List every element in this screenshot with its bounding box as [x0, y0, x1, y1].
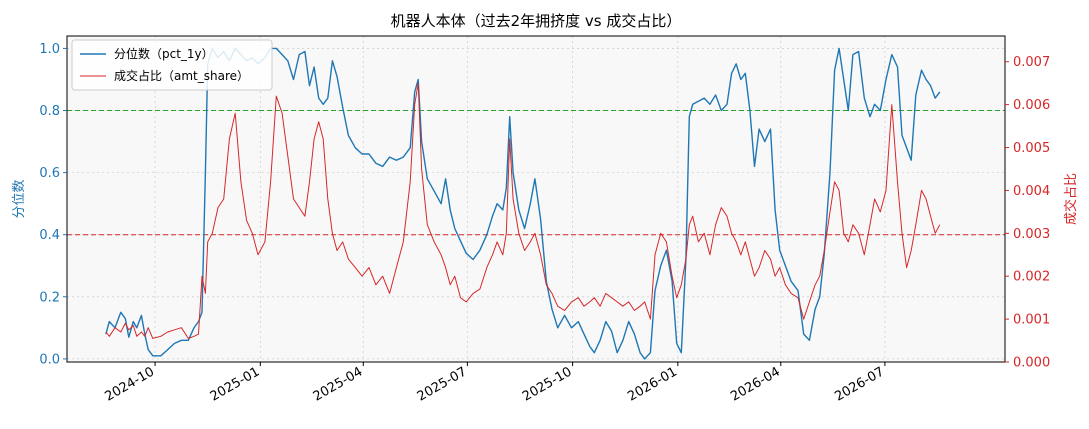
- x-tick-label: 2026-07: [832, 364, 887, 404]
- y-right-tick-label: 0.003: [1013, 227, 1050, 242]
- reference-lines: [67, 110, 1005, 236]
- y-right-tick-label: 0.000: [1013, 356, 1050, 371]
- y-axis-left: 0.0 0.2 0.4 0.6 0.8 1.0: [39, 42, 67, 367]
- x-axis: 2024-10 2025-01 2025-04 2025-07 2025-10 2026-…: [103, 362, 887, 405]
- x-tick-label: 2025-10: [520, 364, 575, 404]
- y-left-tick-label: 0.4: [39, 228, 60, 243]
- y-left-tick-label: 0.6: [39, 166, 60, 181]
- y-right-tick-label: 0.006: [1013, 98, 1050, 113]
- x-tick-label: 2026-04: [728, 364, 783, 404]
- y-right-tick-label: 0.004: [1013, 184, 1050, 199]
- y-left-tick-label: 0.8: [39, 104, 60, 119]
- x-tick-label: 2025-04: [311, 364, 366, 404]
- y-left-tick-label: 1.0: [39, 42, 60, 57]
- y-axis-left-label: 分位数: [12, 179, 27, 218]
- y-axis-right: 0.000 0.001 0.002 0.003 0.004 0.005 0.006 0.007: [1005, 55, 1050, 371]
- y-right-tick-label: 0.001: [1013, 313, 1050, 328]
- y-left-tick-label: 0.2: [39, 290, 60, 305]
- y-right-tick-label: 0.002: [1013, 270, 1050, 285]
- y-axis-right-label: 成交占比: [1063, 173, 1079, 225]
- x-tick-label: 2025-01: [208, 364, 263, 404]
- plot-frame: [66, 35, 1006, 363]
- legend-box: [71, 39, 273, 91]
- y-right-tick-label: 0.007: [1013, 55, 1050, 70]
- legend: 分位数（pct_1y） 成交占比（amt_share）: [71, 39, 273, 91]
- y-left-tick-label: 0.0: [39, 352, 60, 367]
- x-tick-label: 2025-07: [415, 364, 470, 404]
- x-tick-label: 2026-01: [625, 364, 680, 404]
- y-right-tick-label: 0.005: [1013, 141, 1050, 156]
- chart-title: 机器人本体（过去2年拥挤度 vs 成交占比）: [391, 12, 682, 30]
- x-tick-label: 2024-10: [103, 364, 158, 404]
- legend-label-amt: 成交占比（amt_share）: [114, 68, 249, 83]
- series-line-amt-share: [105, 82, 941, 339]
- legend-label-pct: 分位数（pct_1y）: [114, 46, 214, 61]
